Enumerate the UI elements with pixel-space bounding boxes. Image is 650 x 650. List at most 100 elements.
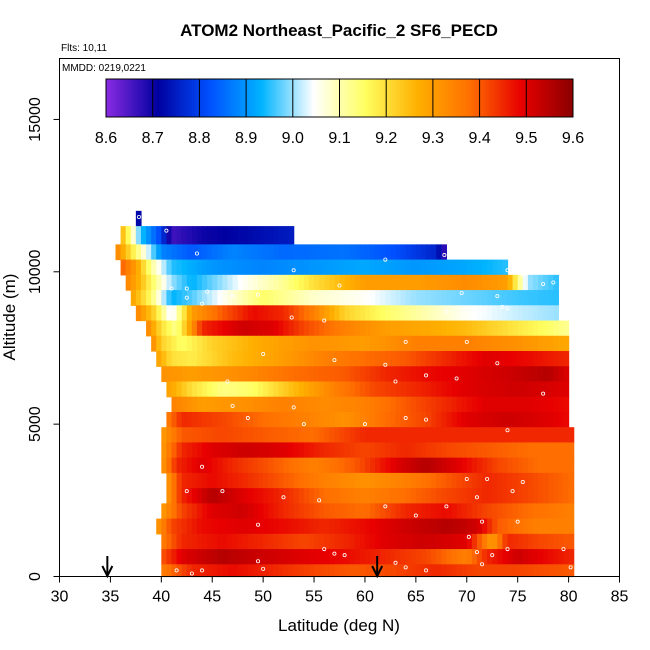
- heatmap-cell: [482, 503, 488, 520]
- heatmap-cell: [329, 381, 336, 398]
- sample-point: [184, 286, 189, 291]
- heatmap-cell: [370, 381, 376, 398]
- heatmap-cell: [273, 488, 280, 504]
- heatmap-cell: [426, 427, 432, 444]
- heatmap-cell: [522, 381, 529, 398]
- heatmap-cell: [375, 274, 381, 291]
- heatmap-cell: [359, 381, 366, 398]
- heatmap-cell: [497, 518, 504, 535]
- heatmap-cell: [492, 564, 498, 578]
- heatmap-cell: [420, 503, 427, 520]
- heatmap-cell: [176, 396, 183, 413]
- heatmap-cell: [461, 442, 468, 459]
- heatmap-cell: [512, 366, 519, 383]
- heatmap-cell: [146, 244, 152, 261]
- heatmap-cell: [420, 366, 427, 383]
- heatmap-cell: [273, 533, 280, 550]
- heatmap-cell: [456, 564, 463, 578]
- heatmap-cell: [553, 381, 560, 398]
- heatmap-cell: [517, 411, 524, 428]
- heatmap-cell: [436, 503, 442, 520]
- colorbar-ticks: 8.6 8.7 8.8 8.9 9.0 9.1 9.2 9.3 9.4 9.5 9.6: [95, 79, 584, 147]
- heatmap-cell: [181, 549, 188, 565]
- heatmap-cell: [212, 472, 218, 489]
- heatmap-cell: [354, 533, 361, 550]
- heatmap-cell: [446, 335, 453, 352]
- heatmap-cell: [471, 351, 478, 367]
- heatmap-cell: [339, 549, 346, 565]
- heatmap-cell: [385, 366, 392, 383]
- heatmap-cell: [482, 442, 488, 459]
- heatmap-cell: [191, 488, 198, 504]
- heatmap-cell: [278, 411, 285, 428]
- heatmap-cell: [538, 366, 544, 383]
- heatmap-cell: [461, 564, 468, 578]
- heatmap-cell: [461, 533, 468, 550]
- heatmap-cell: [263, 244, 269, 261]
- heatmap-cell: [380, 411, 386, 428]
- heatmap-cell: [247, 457, 254, 474]
- heatmap-cell: [405, 259, 412, 276]
- heatmap-cell: [329, 320, 336, 337]
- heatmap-cell: [375, 351, 381, 367]
- heatmap-cell: [135, 274, 142, 291]
- heatmap-cell: [517, 320, 524, 337]
- heatmap-cell: [563, 488, 570, 504]
- heatmap-cell: [431, 244, 437, 261]
- heatmap-cell: [293, 533, 300, 550]
- heatmap-cell: [293, 427, 300, 444]
- heatmap-cell: [370, 259, 376, 276]
- heatmap-cell: [364, 381, 371, 398]
- heatmap-cell: [191, 411, 198, 428]
- heatmap-cell: [563, 396, 570, 413]
- heatmap-cell: [466, 396, 473, 413]
- heatmap-cell: [273, 244, 280, 261]
- heatmap-cell: [268, 396, 274, 413]
- heatmap-cell: [426, 564, 432, 578]
- latitude-arrow: [371, 556, 384, 579]
- heatmap-cell: [252, 472, 259, 489]
- heatmap-cell: [344, 259, 351, 276]
- heatmap-cell: [344, 244, 351, 261]
- heatmap-cell: [202, 472, 208, 489]
- heatmap-cell: [548, 335, 554, 352]
- heatmap-cell: [476, 320, 483, 337]
- heatmap-cell: [522, 518, 529, 535]
- x-tick-label: 35: [102, 589, 120, 606]
- sample-point: [413, 513, 418, 518]
- heatmap-cell: [482, 427, 488, 444]
- heatmap-cell: [217, 472, 224, 489]
- heatmap-cell: [415, 305, 422, 322]
- heatmap-cell: [242, 320, 249, 337]
- heatmap-cell: [451, 396, 458, 413]
- heatmap-cell: [487, 259, 493, 276]
- heatmap-cell: [202, 290, 208, 306]
- y-tick-label: 15000: [27, 97, 44, 142]
- heatmap-cell: [303, 427, 310, 444]
- heatmap-cell: [181, 351, 188, 367]
- heatmap-cell: [431, 366, 437, 383]
- heatmap-cell: [522, 305, 529, 322]
- heatmap-cell: [237, 366, 244, 383]
- heatmap-cell: [186, 305, 193, 322]
- heatmap-cell: [334, 564, 341, 578]
- heatmap-cell: [217, 381, 224, 398]
- heatmap-cell: [538, 351, 544, 367]
- heatmap-cell: [268, 320, 274, 337]
- heatmap-cell: [334, 549, 341, 565]
- heatmap-cell: [517, 503, 524, 520]
- heatmap-cell: [303, 411, 310, 428]
- heatmap-cell: [308, 442, 315, 459]
- heatmap-cell: [120, 244, 127, 261]
- heatmap-cell: [446, 351, 453, 367]
- heatmap-cell: [237, 259, 244, 276]
- heatmap-cell: [380, 472, 386, 489]
- heatmap-cell: [354, 259, 361, 276]
- heatmap-cell: [135, 290, 142, 306]
- heatmap-cell: [497, 564, 504, 578]
- heatmap-cell: [324, 259, 330, 276]
- heatmap-cell: [349, 472, 356, 489]
- heatmap-cell: [283, 381, 290, 398]
- heatmap-cell: [268, 427, 274, 444]
